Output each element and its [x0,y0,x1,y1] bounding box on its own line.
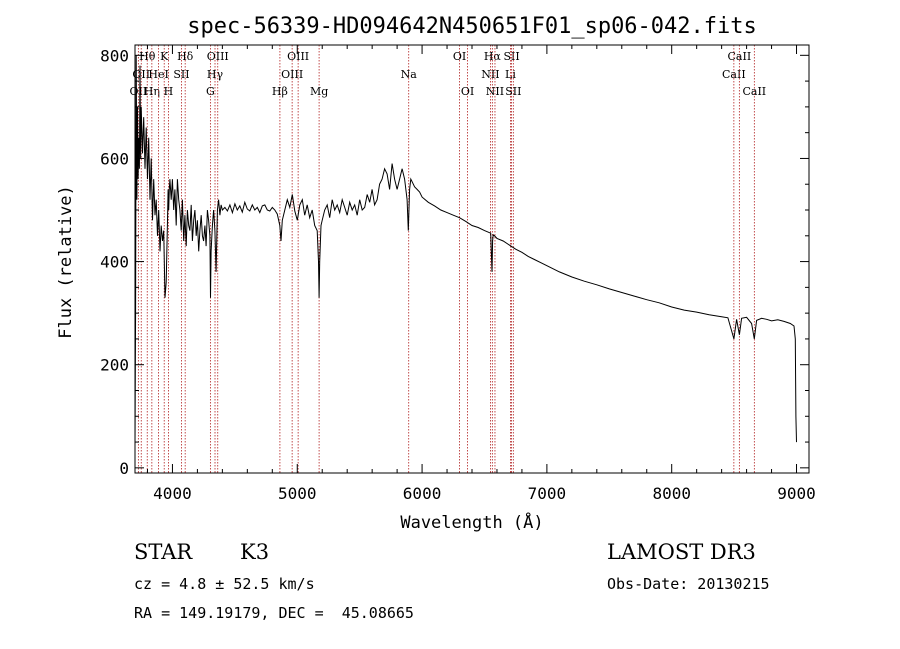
line-marker-label: Hα [484,50,502,63]
line-marker-label: Hη [144,85,160,98]
line-marker-label: CaII [742,85,766,98]
line-marker-label: CaII [722,68,746,81]
line-marker-label: OII [130,85,148,98]
line-marker-label: SII [505,85,521,98]
object-class: STAR [134,540,193,564]
line-marker-label: CaII [728,50,752,63]
line-marker-label: SII [173,68,189,81]
line-marker-label: Hδ [177,50,194,63]
plot-frame [134,44,810,474]
line-marker-label: OIII [207,50,229,63]
line-marker-label: H [164,85,174,98]
y-tick-label: 0 [119,459,129,478]
line-marker-label: OIII [287,50,309,63]
line-marker-label: OIII [281,68,303,81]
coords-text: RA = 149.19179, DEC = 45.08665 [134,604,414,622]
x-axis: 4000 5000 6000 7000 8000 9000 [146,45,816,503]
line-marker-label: Hγ [207,68,224,81]
line-marker-label: Hβ [272,85,288,98]
line-marker-label: HeI [148,68,168,81]
y-tick-label: 400 [100,253,129,272]
line-marker-label: SII [503,50,519,63]
y-tick-label: 200 [100,356,129,375]
line-marker-label: G [206,85,215,98]
y-tick-label: 800 [100,46,129,65]
x-tick-label: 9000 [777,484,816,503]
line-marker-label: OI [453,50,466,63]
x-tick-label: 5000 [278,484,317,503]
x-tick-label: 8000 [652,484,691,503]
x-tick-label: 6000 [403,484,442,503]
x-tick-label: 4000 [153,484,192,503]
object-subclass: K3 [240,540,270,564]
redshift-text: cz = 4.8 ± 52.5 km/s [134,575,315,593]
survey-name: LAMOST DR3 [607,540,756,564]
x-tick-label: 7000 [528,484,567,503]
y-axis: 0 200 400 600 800 [100,46,809,478]
chart-title: spec-56339-HD094642N450651F01_sp06-042.f… [187,14,757,39]
y-axis-label: Flux (relative) [56,185,76,339]
obs-date-text: Obs-Date: 20130215 [607,575,770,593]
line-marker-label: K [160,50,169,63]
line-marker-label: Hθ [139,50,156,63]
line-marker-label: OII [132,68,150,81]
y-tick-label: 600 [100,149,129,168]
line-marker-label: NII [481,68,499,81]
line-marker-label: Na [401,68,418,81]
line-markers: OII OII Hθ Hη HeI K H SII Hδ G Hγ OIII Hβ OIII OIII Mg N… [130,45,766,473]
spectrum-line [134,55,797,448]
line-marker-label: Mg [310,85,328,98]
line-marker-label: OI [461,85,474,98]
line-marker-label: NII [486,85,504,98]
x-axis-label: Wavelength (Å) [400,511,543,533]
line-marker-label: Li [505,68,516,81]
